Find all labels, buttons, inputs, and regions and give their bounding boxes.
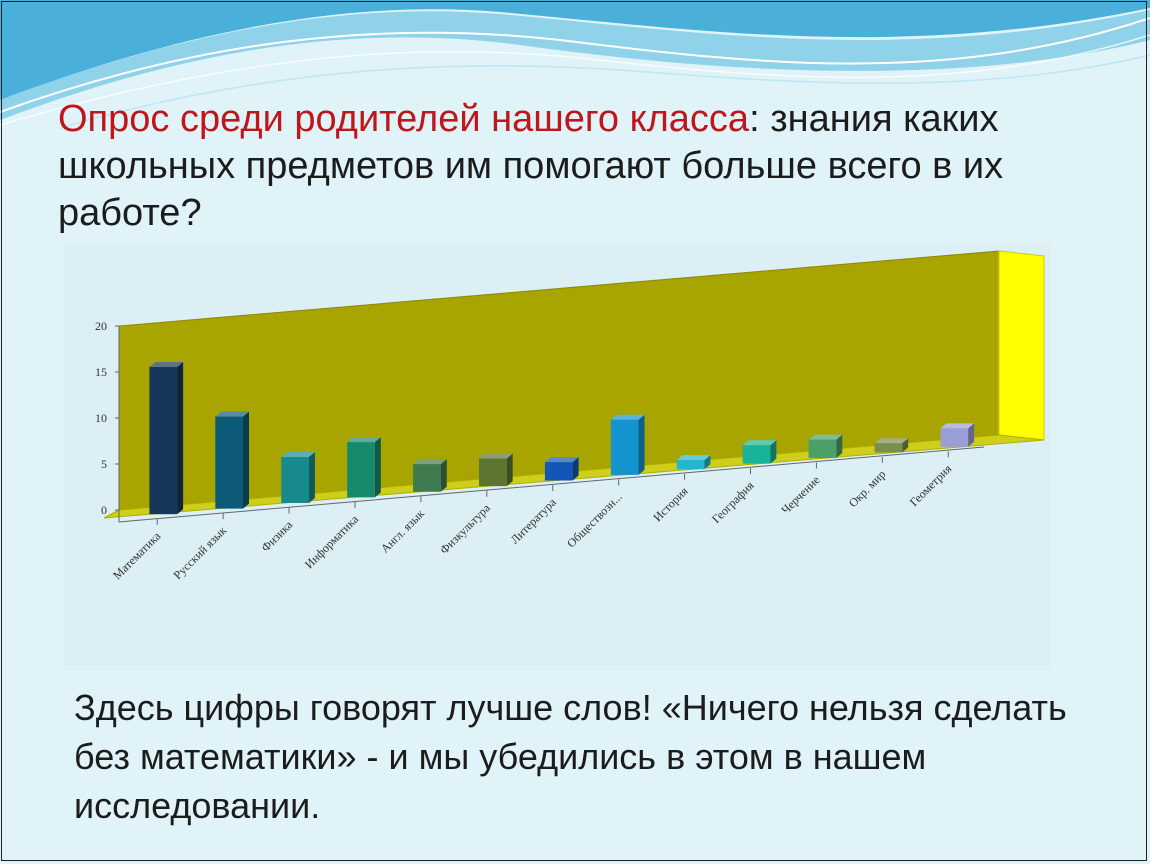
x-category-label: Геометрия [907, 461, 955, 509]
x-axis-line [118, 446, 985, 523]
bar-side [506, 453, 513, 487]
bar [413, 464, 441, 492]
wave-line-2 [0, 34, 1150, 126]
bar [149, 367, 178, 515]
x-category-label: Черчение [778, 473, 822, 517]
bar [347, 442, 375, 498]
conclusion-text: Здесь цифры говорят лучше слов! «Ничего … [74, 687, 1067, 826]
wave-fill-light [0, 10, 1150, 120]
y-tick-label: 5 [101, 457, 107, 471]
slide-title-accent: Опрос среди родителей нашего класса [58, 98, 750, 140]
bar [610, 419, 639, 475]
chart-panel: 0 5 10 15 20 Математика Русский язык Физика Инфо… [64, 243, 1050, 670]
y-tick-label: 10 [95, 411, 107, 425]
wave-fill-dark [0, 0, 1150, 100]
bar-top [808, 434, 843, 440]
x-category-label: Англ. язык [378, 506, 427, 555]
bar-top [281, 451, 315, 457]
bar-side [243, 411, 250, 509]
bar-top [149, 362, 184, 368]
bar-chart: 0 5 10 15 20 Математика Русский язык Физика Инфо… [95, 250, 1045, 582]
bar-top [413, 459, 447, 465]
bar-side [704, 455, 711, 470]
bar [742, 445, 771, 464]
bar [215, 416, 244, 509]
y-tick-label: 20 [95, 319, 107, 333]
wave-line-1 [0, 17, 1150, 113]
bar [544, 462, 573, 481]
x-category-label: История [650, 484, 691, 525]
x-category-label: Литература [508, 495, 560, 547]
x-category-label: Окр. мир [846, 467, 889, 510]
x-category-label: Физкультура [437, 500, 493, 556]
bar-side [770, 440, 777, 464]
bar-side [902, 438, 909, 453]
x-category-label: Математика [110, 528, 164, 582]
x-category-label: Физика [258, 517, 295, 554]
bar-top [544, 457, 579, 463]
bar-top [676, 455, 711, 461]
x-category-label: География [709, 478, 757, 526]
wave-line-3 [59, 54, 1150, 129]
bar-side [836, 434, 843, 459]
bar-side [374, 437, 381, 498]
x-category-label: Обществозн... [564, 490, 625, 551]
bar [874, 443, 903, 453]
bar-top [479, 453, 513, 459]
bar-top [940, 423, 975, 429]
chart-side-wall [998, 250, 1045, 441]
x-category-label: Информатика [302, 512, 362, 572]
bar-top [347, 437, 381, 443]
y-tick-label: 0 [101, 503, 107, 517]
bar-top [874, 438, 909, 444]
bar-side [308, 451, 315, 503]
bar [940, 428, 969, 447]
bar [479, 458, 507, 487]
x-category-label: Русский язык [170, 523, 229, 582]
bar [281, 456, 309, 503]
bar-side [572, 457, 579, 481]
bar-side [638, 414, 645, 475]
slide-title-rest: : знания каких школьных предметов им пом… [58, 98, 1004, 234]
bar-top [742, 440, 777, 446]
y-tick-label: 15 [95, 365, 107, 379]
bar-side [177, 362, 184, 515]
bar-top [610, 414, 645, 420]
slide-title: Опрос среди родителей нашего класса: зна… [58, 96, 1088, 237]
bar-side [440, 459, 447, 492]
bar-top [215, 411, 250, 417]
header-wave-decoration [0, 0, 1150, 129]
bar-side [968, 423, 975, 447]
bar [808, 439, 837, 459]
bar [676, 460, 705, 470]
